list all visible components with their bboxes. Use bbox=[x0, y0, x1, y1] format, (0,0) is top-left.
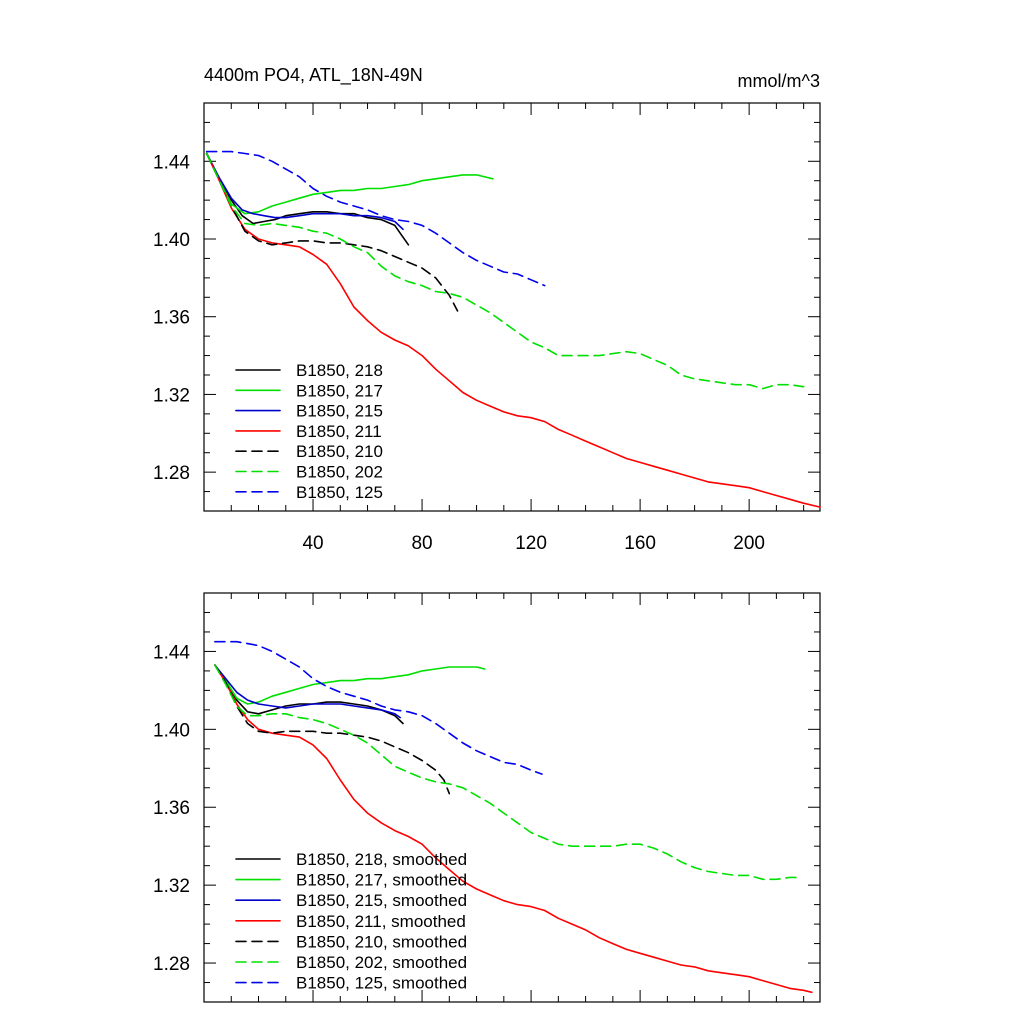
bottom-panel: 1.28 1.32 1.36 1.40 1.44 B1850, 218, smoothe… bbox=[153, 592, 821, 1003]
legend-label: B1850, 215, smoothed bbox=[296, 891, 467, 910]
legend-label: B1850, 202 bbox=[296, 463, 383, 482]
y-tick-label: 1.32 bbox=[153, 385, 190, 406]
x-tick-label: 80 bbox=[411, 533, 432, 554]
y-tick-label: 1.40 bbox=[153, 720, 190, 741]
series-line bbox=[205, 152, 404, 231]
series-line bbox=[214, 664, 486, 705]
y-tick-label: 1.28 bbox=[153, 954, 190, 975]
series-line bbox=[205, 152, 821, 508]
series-line bbox=[214, 640, 543, 775]
legend-label: B1850, 202, smoothed bbox=[296, 953, 467, 972]
legend-label: B1850, 125, smoothed bbox=[296, 974, 467, 993]
x-tick-label: 120 bbox=[515, 533, 547, 554]
legend-label: B1850, 211 bbox=[296, 422, 382, 441]
y-tick-label: 1.28 bbox=[153, 463, 190, 484]
legend-label: B1850, 217 bbox=[296, 381, 383, 400]
legend-label: B1850, 210, smoothed bbox=[296, 932, 467, 951]
y-tick-label: 1.44 bbox=[153, 152, 190, 173]
plot-frame-top bbox=[203, 102, 821, 512]
series-line bbox=[205, 152, 459, 312]
y-tick-label: 1.32 bbox=[153, 876, 190, 897]
series-line bbox=[205, 150, 546, 287]
units-label: mmol/m^3 bbox=[738, 71, 820, 91]
series-line bbox=[214, 664, 813, 994]
legend-label: B1850, 210 bbox=[296, 442, 383, 461]
axis-ticks-bottom bbox=[204, 593, 820, 1002]
x-tick-label: 160 bbox=[624, 533, 656, 554]
series-line bbox=[205, 152, 410, 246]
legend-label: B1850, 215 bbox=[296, 402, 383, 421]
y-tick-label: 1.36 bbox=[153, 308, 190, 329]
legend-label: B1850, 125 bbox=[296, 483, 383, 502]
series-line bbox=[214, 664, 451, 795]
x-tick-labels-top: 40 80 120 160 200 bbox=[302, 533, 765, 554]
axis-ticks-top bbox=[204, 103, 820, 511]
y-tick-labels-bottom: 1.28 1.32 1.36 1.40 1.44 bbox=[153, 642, 190, 975]
series-line bbox=[214, 664, 402, 719]
legend-label: B1850, 217, smoothed bbox=[296, 871, 467, 890]
chart-title: 4400m PO4, ATL_18N-49N bbox=[204, 65, 423, 86]
x-tick-label: 40 bbox=[302, 533, 323, 554]
top-panel: 4400m PO4, ATL_18N-49N mmol/m^3 1.28 1.32… bbox=[153, 65, 821, 554]
legend-label: B1850, 218, smoothed bbox=[296, 850, 467, 869]
series-line bbox=[205, 152, 494, 215]
legend-bottom: B1850, 218, smoothed B1850, 217, smoothed… bbox=[235, 850, 467, 993]
y-tick-label: 1.36 bbox=[153, 798, 190, 819]
series-lines-top bbox=[205, 150, 821, 508]
x-tick-label: 200 bbox=[733, 533, 765, 554]
legend-label: B1850, 218 bbox=[296, 361, 383, 380]
series-lines-bottom bbox=[214, 640, 813, 994]
plot-frame-bottom bbox=[203, 592, 821, 1003]
y-tick-labels-top: 1.28 1.32 1.36 1.40 1.44 bbox=[153, 152, 190, 484]
series-line bbox=[214, 664, 800, 881]
series-line bbox=[205, 152, 805, 390]
y-tick-label: 1.44 bbox=[153, 642, 190, 663]
y-tick-label: 1.40 bbox=[153, 230, 190, 251]
series-line bbox=[214, 664, 404, 725]
legend-label: B1850, 211, smoothed bbox=[296, 912, 466, 931]
